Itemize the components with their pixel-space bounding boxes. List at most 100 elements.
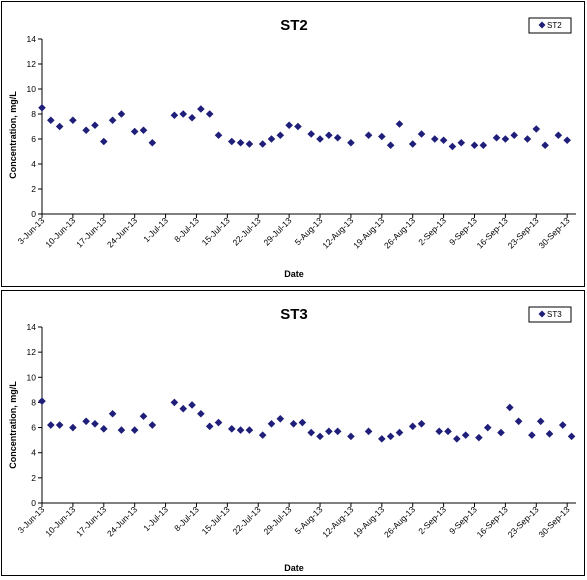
data-point [205,422,214,431]
data-point [227,425,236,433]
y-tick-label: 10 [27,372,37,382]
data-point [91,121,99,130]
scatter-chart-st3: ST3 Date Concentration, mg/L ST3 0 2 4 6 8 10… [8,306,576,573]
data-point [307,428,316,437]
x-tick-label: 30-Sep-13 [536,504,571,539]
data-point [479,141,488,150]
x-tick-label: 19-Aug-13 [351,215,386,250]
data-point [267,135,276,143]
data-point [417,130,426,138]
data-point [395,428,404,437]
y-tick-label: 6 [31,134,36,144]
data-point [333,427,342,436]
data-point [347,432,355,441]
x-tick-label: 9-Sep-13 [447,215,479,247]
y-tick-label: 0 [31,209,36,219]
data-point [347,138,355,147]
x-tick-label: 26-Aug-13 [382,215,417,250]
y-axis-label: Concentration, mg/L [8,91,18,179]
y-tick-label: 12 [27,59,37,69]
data-point [148,421,157,429]
data-point [541,141,549,150]
data-point [316,432,324,441]
data-point [47,116,55,125]
data-point [214,418,223,427]
data-point [457,138,466,147]
data-point [501,135,510,143]
data-point [117,110,126,118]
data-point [492,133,501,142]
data-point [395,120,404,128]
data-point [214,131,223,140]
data-point [170,398,179,407]
x-tick-label: 26-Aug-13 [382,504,417,539]
x-tick-label: 9-Sep-13 [447,504,479,536]
data-point [188,113,196,122]
data-point [364,131,373,140]
x-tick-label: 22-Jul-13 [231,504,263,536]
data-point [197,409,205,418]
data-point [91,420,99,428]
data-point [117,426,126,434]
data-point [408,422,417,431]
x-tick-label: 12-Aug-13 [320,215,355,250]
data-point [69,116,77,125]
data-point [483,423,492,432]
x-tick-label: 5-Aug-13 [293,504,325,536]
data-point [453,435,461,443]
data-point [188,401,196,409]
x-tick-label: 29-Jul-13 [261,215,293,247]
data-point [130,127,139,136]
data-point [364,427,373,436]
data-point [236,138,245,147]
data-point [444,427,452,436]
chart-panel-st3: ST3 Date Concentration, mg/L ST3 0 2 4 6 8 10… [1,290,585,576]
data-point [461,431,470,439]
data-point [139,412,148,421]
data-point [47,421,55,429]
legend: ST2 [528,17,572,34]
data-point [475,433,483,442]
x-tick-label: 8-Jul-13 [172,504,201,533]
data-point [267,420,276,428]
data-point [532,125,541,133]
data-point [514,417,523,426]
data-point [245,426,254,434]
x-tick-label: 3-Jun-13 [16,504,47,535]
x-tick-label: 17-Jun-13 [74,215,108,249]
data-point [55,421,64,429]
legend: ST3 [528,306,572,323]
data-point [99,425,108,433]
data-point [316,135,324,143]
legend-label: ST2 [547,21,562,30]
x-axis-label: Date [284,563,304,573]
y-tick-label: 14 [27,34,37,44]
data-point [510,131,519,140]
data-point [69,423,77,432]
x-tick-label: 3-Jun-13 [16,215,47,246]
data-point [276,131,285,140]
data-points [38,103,571,151]
data-point [435,427,443,436]
data-point [536,417,545,426]
data-point [333,133,342,142]
data-point [285,121,293,130]
data-point [227,137,236,146]
data-point [148,138,157,147]
data-point [236,426,245,434]
data-point [523,135,532,143]
scatter-chart-st2: ST2 Date Concentration, mg/L ST2 0 2 4 6 8 10… [8,17,576,279]
data-point [439,136,448,145]
axes: 0 2 4 6 8 10 12 14 3-Jun-1310-Jun-1317-Jun-1324-… [16,322,576,539]
data-point [276,414,285,423]
data-point [325,427,333,436]
data-point [298,418,307,427]
data-point [408,140,417,148]
x-tick-label: 2-Sep-13 [416,215,448,247]
y-tick-label: 2 [31,473,36,483]
data-point [563,136,571,145]
y-tick-label: 6 [31,423,36,433]
legend-marker-icon [538,21,546,29]
y-tick-label: 0 [31,498,36,508]
x-tick-label: 16-Sep-13 [475,504,510,539]
